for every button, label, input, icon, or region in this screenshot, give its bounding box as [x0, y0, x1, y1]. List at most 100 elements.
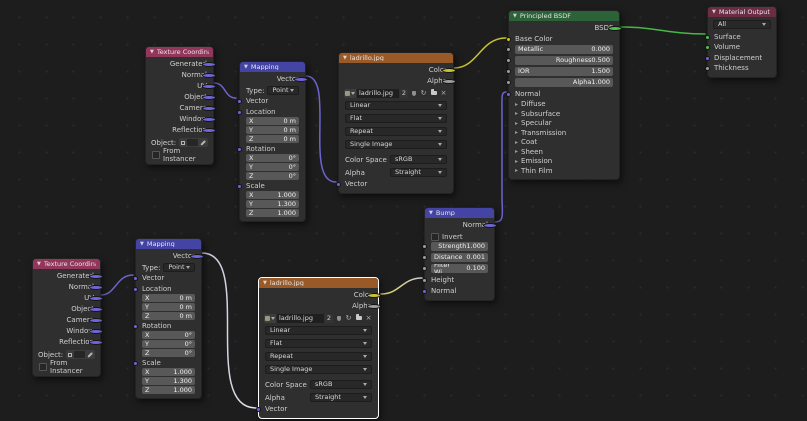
- socket-normal-in[interactable]: [422, 289, 427, 294]
- socket-rotation[interactable]: [237, 146, 242, 152]
- collapse-icon[interactable]: ▼: [429, 209, 433, 216]
- filter-width-slider[interactable]: Filter Wi... 0.100: [431, 264, 488, 273]
- socket-scale[interactable]: [133, 360, 138, 366]
- collapse-icon[interactable]: ▼: [150, 48, 154, 55]
- socket-uv[interactable]: [202, 84, 216, 89]
- socket-location[interactable]: [133, 286, 138, 292]
- socket-uv[interactable]: [89, 296, 103, 301]
- color-space-dropdown[interactable]: sRGB: [390, 155, 447, 164]
- node-bump[interactable]: ▼ Bump Normal Invert Strength 1.000 Dista…: [422, 207, 497, 301]
- eyedropper-icon[interactable]: [87, 351, 93, 358]
- socket-object[interactable]: [202, 95, 216, 100]
- socket-rotation[interactable]: [133, 323, 138, 329]
- collapse-icon[interactable]: ▼: [37, 260, 41, 267]
- node-header[interactable]: ▼ Mapping: [136, 239, 201, 249]
- socket-alpha[interactable]: [506, 80, 511, 85]
- interpolation-dropdown[interactable]: Linear: [265, 326, 372, 335]
- node-header[interactable]: ▼ ladrillo.jpg: [259, 278, 378, 288]
- socket-vector-in[interactable]: [237, 99, 242, 104]
- node-texture-coordinate-2[interactable]: ▼ Texture Coordinate Generated Normal UV…: [32, 258, 103, 377]
- collapse-icon[interactable]: ▼: [712, 8, 716, 15]
- extension-dropdown[interactable]: Repeat: [345, 127, 447, 136]
- socket-window[interactable]: [89, 329, 103, 334]
- alpha-slider[interactable]: Alpha 1.000: [515, 78, 613, 87]
- alpha-dropdown[interactable]: Straight: [390, 168, 447, 177]
- link-mapping1-to-image1[interactable]: [305, 75, 337, 183]
- socket-thickness[interactable]: [705, 66, 710, 72]
- rotation-y-field[interactable]: Y 0°: [142, 340, 195, 348]
- users-count[interactable]: 2: [324, 313, 333, 323]
- unlink-button[interactable]: ×: [439, 88, 448, 98]
- link-mapping2-to-image2[interactable]: [201, 252, 257, 409]
- projection-dropdown[interactable]: Flat: [345, 114, 447, 123]
- ior-slider[interactable]: IOR 1.500: [515, 67, 613, 76]
- panel-sheen[interactable]: ▸ Sheen: [515, 147, 543, 156]
- node-image-texture-2[interactable]: ▼ ladrillo.jpg Color Alpha ladrillo.jpg …: [256, 277, 381, 419]
- image-name-field[interactable]: ladrillo.jpg: [357, 88, 399, 98]
- invert-checkbox[interactable]: [431, 232, 439, 241]
- rotation-z-field[interactable]: Z 0°: [246, 172, 299, 180]
- socket-camera[interactable]: [202, 106, 216, 111]
- target-dropdown[interactable]: All: [713, 20, 771, 29]
- object-picker[interactable]: [66, 350, 95, 359]
- interpolation-dropdown[interactable]: Linear: [345, 101, 447, 110]
- node-header[interactable]: ▼ Texture Coordinate: [146, 47, 213, 57]
- socket-vector-out[interactable]: [294, 77, 308, 82]
- link-color2-to-height[interactable]: [380, 277, 423, 295]
- unlink-button[interactable]: ×: [364, 313, 373, 323]
- socket-vector-in[interactable]: [256, 407, 261, 412]
- socket-volume[interactable]: [705, 45, 710, 51]
- from-instancer-checkbox[interactable]: [39, 363, 47, 371]
- socket-generated[interactable]: [202, 62, 216, 67]
- socket-alpha-out[interactable]: [442, 79, 456, 84]
- node-mapping-2[interactable]: ▼ Mapping Vector Type: Point Vector Loca…: [133, 238, 204, 399]
- object-picker[interactable]: [179, 138, 208, 147]
- socket-color-out[interactable]: [367, 293, 381, 298]
- rotation-y-field[interactable]: Y 0°: [246, 163, 299, 171]
- collapse-icon[interactable]: ▼: [244, 63, 248, 70]
- socket-generated[interactable]: [89, 274, 103, 279]
- socket-object[interactable]: [89, 307, 103, 312]
- scale-x-field[interactable]: X 1.000: [142, 368, 195, 376]
- image-browse-button[interactable]: [264, 313, 276, 323]
- type-dropdown[interactable]: Point: [267, 86, 299, 95]
- socket-height-in[interactable]: [422, 278, 427, 283]
- link-bump-to-normal[interactable]: [494, 91, 507, 223]
- panel-thin-film[interactable]: ▸ Thin Film: [515, 166, 553, 175]
- extension-dropdown[interactable]: Repeat: [265, 352, 372, 361]
- node-principled-bsdf[interactable]: ▼ Principled BSDF BSDF Base Color Metall…: [506, 10, 622, 180]
- open-image-button[interactable]: [429, 88, 438, 98]
- node-header[interactable]: ▼ Principled BSDF: [509, 11, 619, 21]
- socket-roughness[interactable]: [506, 58, 511, 63]
- socket-normal-in[interactable]: [506, 92, 511, 97]
- panel-specular[interactable]: ▸ Specular: [515, 119, 552, 128]
- eyedropper-icon[interactable]: [200, 139, 206, 146]
- source-dropdown[interactable]: Single Image: [265, 365, 372, 374]
- open-image-button[interactable]: [354, 313, 363, 323]
- socket-surface[interactable]: [705, 34, 710, 40]
- node-header[interactable]: ▼ Mapping: [240, 62, 305, 72]
- source-dropdown[interactable]: Single Image: [345, 140, 447, 149]
- node-header[interactable]: ▼ ladrillo.jpg: [339, 53, 453, 63]
- panel-subsurface[interactable]: ▸ Subsurface: [515, 109, 561, 118]
- metallic-slider[interactable]: Metallic 0.000: [515, 45, 613, 54]
- socket-scale[interactable]: [237, 183, 242, 189]
- node-header[interactable]: ▼ Texture Coordinate: [33, 259, 100, 269]
- socket-ior[interactable]: [506, 69, 511, 74]
- collapse-icon[interactable]: ▼: [513, 12, 517, 19]
- link-uv2-to-mapping2[interactable]: [100, 274, 134, 296]
- link-color1-to-basecolor[interactable]: [453, 37, 507, 69]
- node-mapping-1[interactable]: ▼ Mapping Vector Type: Point Vector Loca…: [237, 61, 308, 222]
- socket-alpha-out[interactable]: [367, 304, 381, 309]
- collapse-icon[interactable]: ▼: [140, 240, 144, 247]
- rotation-z-field[interactable]: Z 0°: [142, 349, 195, 357]
- node-texture-coordinate-1[interactable]: ▼ Texture Coordinate Generated Normal UV…: [145, 46, 216, 165]
- scale-z-field[interactable]: Z 1.000: [142, 386, 195, 394]
